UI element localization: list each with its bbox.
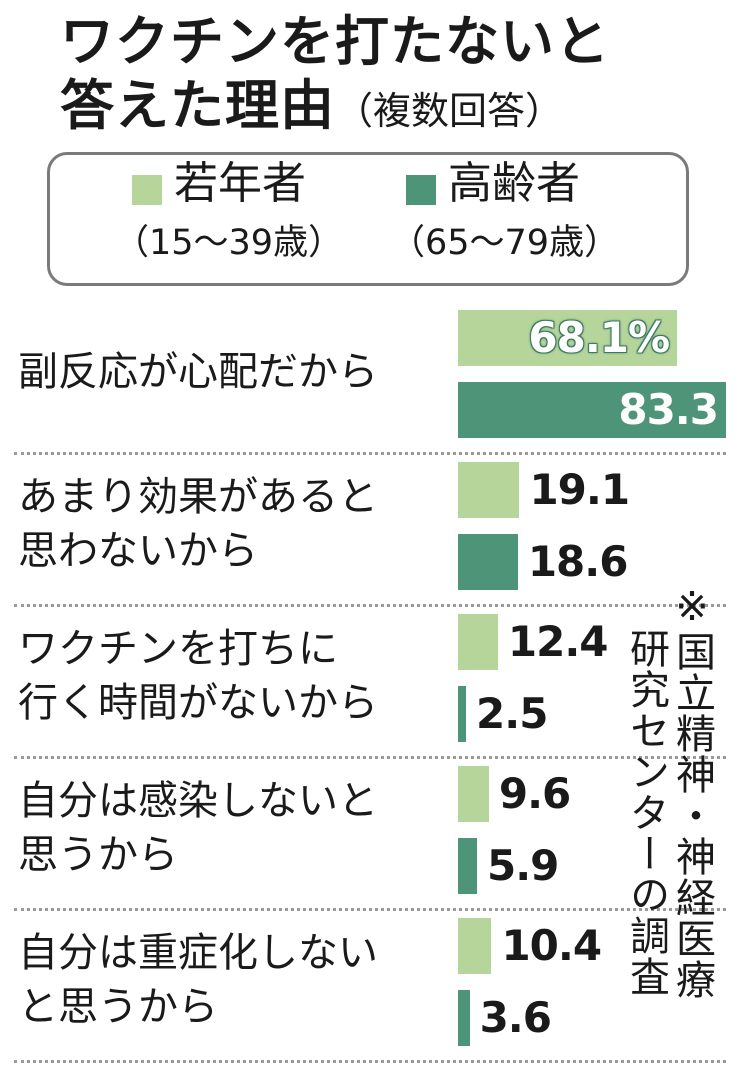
row-divider-5 xyxy=(14,1060,726,1063)
legend: 若年者 （15～39歳） 高齢者 （65～79歳） xyxy=(47,152,689,286)
chart-title-line2: 答えた理由（複数回答） xyxy=(60,76,563,141)
data-label-young-5: 10.4 xyxy=(501,921,602,970)
bar-elderly-3 xyxy=(458,686,467,742)
legend-swatch-young xyxy=(132,175,162,205)
data-label-elderly-1: 83.3 xyxy=(618,385,719,434)
row-divider-4 xyxy=(14,908,726,911)
bar-young-5 xyxy=(458,918,492,974)
bar-young-3 xyxy=(458,614,498,670)
bar-elderly-2 xyxy=(458,534,518,590)
bar-elderly-1 xyxy=(458,382,726,438)
row-divider-2 xyxy=(14,604,726,607)
bar-young-2 xyxy=(458,462,520,518)
data-label-young-1: 68.1% xyxy=(528,313,670,362)
data-label-elderly-4: 5.9 xyxy=(486,841,559,890)
row-divider-3 xyxy=(14,756,726,759)
category-label-3: ワクチンを打ちに 行く時間がないから xyxy=(18,626,378,726)
category-label-4: 自分は感染しないと 思うから xyxy=(18,778,378,878)
legend-swatch-elderly xyxy=(406,175,436,205)
chart-title-main: 答えた理由 xyxy=(60,74,335,137)
row-divider-1 xyxy=(14,452,726,455)
category-label-2: あまり効果があると 思わないから xyxy=(18,474,378,574)
source-note-col2: 研究センターの調査 xyxy=(623,628,669,997)
bar-young-4 xyxy=(458,766,489,822)
data-label-elderly-3: 2.5 xyxy=(476,689,548,738)
data-label-young-2: 19.1 xyxy=(529,465,630,514)
bar-elderly-4 xyxy=(458,838,477,894)
source-note-col1: ※国立精神・神経医療 xyxy=(669,584,715,1000)
legend-label-young: 若年者 xyxy=(174,158,306,209)
data-label-elderly-2: 18.6 xyxy=(527,537,629,586)
legend-range-young: （15～39歳） xyxy=(114,223,344,263)
chart-subtitle: （複数回答） xyxy=(335,89,564,133)
category-label-1: 副反応が心配だから xyxy=(18,349,378,395)
category-label-5: 自分は重症化しない と思うから xyxy=(18,930,378,1030)
legend-label-elderly: 高齢者 xyxy=(448,158,580,209)
bar-young-1 xyxy=(458,310,678,366)
legend-range-elderly: （65～79歳） xyxy=(390,223,620,263)
data-label-elderly-5: 3.6 xyxy=(479,993,552,1042)
bar-elderly-5 xyxy=(458,990,470,1046)
data-label-young-4: 9.6 xyxy=(498,769,571,818)
chart-title-line1: ワクチンを打たないと xyxy=(60,10,610,73)
data-label-young-3: 12.4 xyxy=(507,617,609,666)
